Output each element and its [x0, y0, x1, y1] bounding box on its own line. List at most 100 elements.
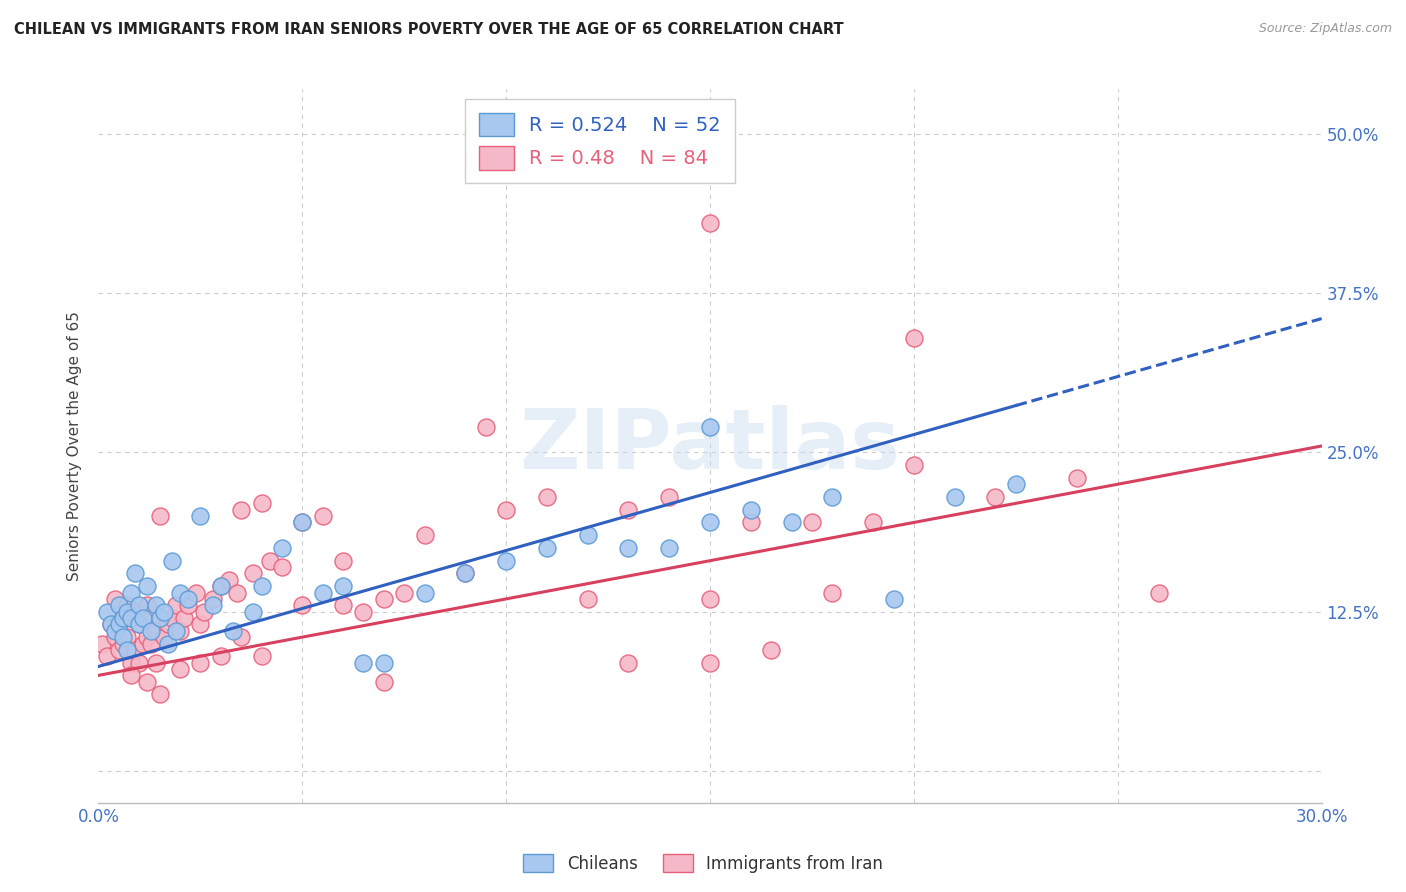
- Point: [104, 624, 127, 638]
- Point: [96, 649, 118, 664]
- Point: [100, 617, 122, 632]
- Point: [780, 516, 803, 530]
- Point: [250, 579, 273, 593]
- Point: [120, 611, 142, 625]
- Point: [104, 591, 127, 606]
- Point: [120, 585, 142, 599]
- Point: [1066, 471, 1088, 485]
- Point: [145, 656, 167, 670]
- Point: [104, 630, 127, 644]
- Point: [250, 649, 273, 664]
- Point: [132, 611, 155, 625]
- Point: [120, 611, 142, 625]
- Point: [188, 509, 212, 524]
- Point: [312, 509, 335, 524]
- Point: [160, 611, 183, 625]
- Point: [160, 554, 183, 568]
- Point: [242, 605, 264, 619]
- Point: [222, 624, 245, 638]
- Point: [128, 656, 150, 670]
- Point: [312, 585, 335, 599]
- Point: [454, 566, 477, 581]
- Point: [617, 541, 640, 555]
- Point: [699, 656, 721, 670]
- Point: [373, 674, 395, 689]
- Point: [242, 566, 264, 581]
- Point: [165, 599, 187, 613]
- Point: [474, 420, 498, 434]
- Point: [124, 566, 146, 581]
- Point: [231, 502, 253, 516]
- Point: [209, 579, 232, 593]
- Point: [108, 599, 131, 613]
- Text: CHILEAN VS IMMIGRANTS FROM IRAN SENIORS POVERTY OVER THE AGE OF 65 CORRELATION C: CHILEAN VS IMMIGRANTS FROM IRAN SENIORS …: [14, 22, 844, 37]
- Point: [149, 611, 172, 625]
- Point: [141, 611, 163, 625]
- Point: [658, 541, 681, 555]
- Point: [352, 656, 374, 670]
- Point: [454, 566, 477, 581]
- Point: [173, 611, 195, 625]
- Point: [141, 636, 163, 650]
- Point: [111, 636, 134, 650]
- Point: [201, 599, 224, 613]
- Point: [699, 420, 721, 434]
- Point: [270, 560, 294, 574]
- Point: [821, 490, 844, 504]
- Point: [96, 605, 118, 619]
- Point: [188, 617, 212, 632]
- Point: [128, 617, 150, 632]
- Point: [156, 636, 179, 650]
- Point: [536, 490, 558, 504]
- Point: [617, 656, 640, 670]
- Point: [177, 599, 200, 613]
- Point: [291, 599, 314, 613]
- Point: [136, 674, 159, 689]
- Point: [115, 599, 138, 613]
- Point: [188, 656, 212, 670]
- Point: [495, 554, 517, 568]
- Point: [186, 585, 208, 599]
- Point: [108, 617, 131, 632]
- Point: [209, 579, 232, 593]
- Point: [576, 591, 599, 606]
- Point: [250, 496, 273, 510]
- Point: [111, 611, 134, 625]
- Point: [169, 585, 191, 599]
- Point: [145, 624, 167, 638]
- Point: [658, 490, 681, 504]
- Point: [111, 611, 134, 625]
- Point: [332, 554, 354, 568]
- Point: [115, 605, 138, 619]
- Point: [115, 643, 138, 657]
- Point: [136, 630, 159, 644]
- Point: [124, 605, 146, 619]
- Point: [740, 516, 762, 530]
- Point: [226, 585, 249, 599]
- Point: [332, 579, 354, 593]
- Text: ZIPatlas: ZIPatlas: [520, 406, 900, 486]
- Legend: Chileans, Immigrants from Iran: Chileans, Immigrants from Iran: [516, 847, 890, 880]
- Point: [536, 541, 558, 555]
- Point: [177, 591, 200, 606]
- Y-axis label: Seniors Poverty Over the Age of 65: Seniors Poverty Over the Age of 65: [67, 311, 83, 581]
- Point: [291, 516, 314, 530]
- Point: [883, 591, 905, 606]
- Point: [149, 509, 172, 524]
- Point: [352, 605, 374, 619]
- Text: Source: ZipAtlas.com: Source: ZipAtlas.com: [1258, 22, 1392, 36]
- Point: [1004, 477, 1026, 491]
- Point: [91, 636, 114, 650]
- Point: [943, 490, 966, 504]
- Point: [120, 656, 142, 670]
- Point: [821, 585, 844, 599]
- Point: [373, 591, 395, 606]
- Point: [231, 630, 253, 644]
- Point: [801, 516, 824, 530]
- Point: [141, 624, 163, 638]
- Point: [699, 216, 721, 230]
- Point: [169, 624, 191, 638]
- Point: [373, 656, 395, 670]
- Point: [111, 630, 134, 644]
- Point: [862, 516, 884, 530]
